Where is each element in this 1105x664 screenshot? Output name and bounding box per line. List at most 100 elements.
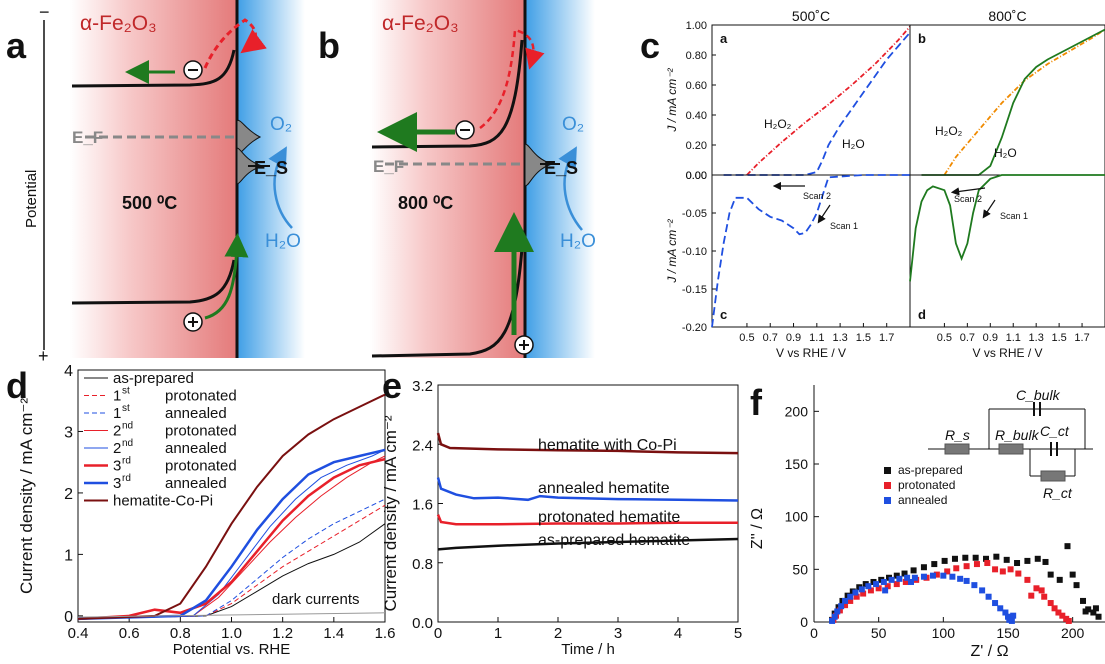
legend-label: annealed xyxy=(898,493,947,507)
y-tick-label: 2.4 xyxy=(412,437,433,454)
data-point-as-prepared xyxy=(1034,555,1041,562)
y-tick-label: 150 xyxy=(785,456,809,472)
cbulk-label: C_bulk xyxy=(1016,387,1061,403)
chart-c-800c-bottom: d 0.5 0.7 0.9 1.1 1.3 1.5 1.7 V vs RHE / V Scan 2… xyxy=(909,174,1105,360)
temp-label-b: 800 ⁰C xyxy=(398,193,453,213)
data-point-annealed xyxy=(882,587,889,594)
conduction-band xyxy=(371,39,524,149)
o2-label-b: O₂ xyxy=(562,114,584,135)
y-tick-label: 200 xyxy=(785,403,809,419)
y-tick-label: -0.05 xyxy=(682,208,707,220)
legend-label: as-prepared xyxy=(898,463,963,477)
es-label-a: E_S xyxy=(254,158,288,178)
data-point-annealed xyxy=(888,576,895,583)
data-point-annealed xyxy=(852,589,859,596)
subplot-label: b xyxy=(918,31,926,46)
legend-ordinal: 2 xyxy=(113,423,121,440)
data-point-annealed xyxy=(985,593,992,600)
legend-marker xyxy=(884,467,891,474)
data-point-protonated xyxy=(847,597,854,604)
series-line-7 xyxy=(77,448,386,621)
x-tick-label: 1.5 xyxy=(1051,332,1066,344)
series-label: protonated hematite xyxy=(538,509,680,526)
legend-ordinal-suffix: st xyxy=(122,386,130,397)
legend-ordinal: 1 xyxy=(113,405,121,422)
data-point-as-prepared xyxy=(1014,560,1021,567)
y-tick-label: 0.8 xyxy=(412,556,433,573)
recombination-arrow xyxy=(479,28,545,130)
data-point-annealed xyxy=(1002,609,1009,616)
data-point-protonated xyxy=(875,585,882,592)
x-tick-label: 0 xyxy=(434,625,442,642)
x-tick-label: 0.5 xyxy=(937,332,952,344)
recombination-arrow xyxy=(203,18,267,69)
material-label-b: α-Fe₂O₃ xyxy=(382,12,459,35)
data-point-protonated xyxy=(992,566,999,573)
panel-letter-d: d xyxy=(6,365,28,406)
x-tick-label: 0.4 xyxy=(68,625,89,642)
panel-letter-a: a xyxy=(6,25,27,66)
y-tick-label: 0.00 xyxy=(686,170,707,182)
data-point-as-prepared xyxy=(1047,571,1054,578)
annotation: Scan 1 xyxy=(1000,211,1028,221)
y-axis-label: J / mA cm⁻² xyxy=(665,67,679,132)
chart-e-stability: 0.0 0.8 1.6 2.4 3.2 0 1 2 3 4 5 Time / h Current den… xyxy=(381,378,742,658)
data-point-annealed xyxy=(997,605,1004,612)
subplot-label: d xyxy=(918,307,926,322)
x-tick-label: 5 xyxy=(734,625,742,642)
x-tick-label: 0.8 xyxy=(170,625,191,642)
data-point-as-prepared xyxy=(1082,608,1089,615)
y-tick-label: 4 xyxy=(64,363,73,380)
series-line-8 xyxy=(77,393,386,620)
x-tick-label: 150 xyxy=(996,625,1020,641)
data-point-annealed xyxy=(896,575,903,582)
x-tick-label: 0.6 xyxy=(119,625,140,642)
y-axis-label: Current density / mA cm⁻² xyxy=(381,415,400,611)
data-point-annealed xyxy=(957,575,964,582)
data-point-annealed xyxy=(992,600,999,607)
series-line-2 xyxy=(723,31,911,176)
data-point-protonated xyxy=(953,565,960,572)
scan-arrow xyxy=(950,187,986,196)
x-tick-label: 0 xyxy=(810,625,818,641)
chart-c-500c-bottom: c -0.20 -0.15 -0.10 -0.05 0.00 0.5 0.7 0.9 1.1 1.3… xyxy=(665,170,911,360)
rct-label: R_ct xyxy=(1043,485,1073,501)
rs-label: R_s xyxy=(945,427,970,443)
x-tick-label: 0.9 xyxy=(786,332,801,344)
series-line-5 xyxy=(77,449,386,620)
data-point-annealed xyxy=(929,572,936,579)
dark-currents-annotation: dark currents xyxy=(272,591,360,608)
legend-label: protonated xyxy=(165,423,237,440)
series-line-3 xyxy=(77,498,386,620)
data-point-annealed xyxy=(829,617,836,624)
rs-resistor xyxy=(944,443,970,455)
data-point-as-prepared xyxy=(1069,571,1076,578)
data-point-protonated xyxy=(853,593,860,600)
x-tick-label: 1.1 xyxy=(809,332,824,344)
potential-axis-label: Potential xyxy=(23,170,40,228)
y-tick-label: -0.15 xyxy=(682,284,707,296)
chart-f-nyquist: 0 50 100 150 200 0 50 100 150 200 Z' / Ω Z'' / Ω as-… xyxy=(749,385,1105,660)
legend-ordinal-suffix: nd xyxy=(122,438,133,449)
rbulk-resistor xyxy=(998,443,1024,455)
data-point-annealed xyxy=(873,581,880,588)
y-tick-label: 3 xyxy=(64,424,73,441)
y-tick-label: -0.10 xyxy=(682,246,707,258)
data-point-annealed xyxy=(847,593,854,600)
series-line-1 xyxy=(943,28,1105,176)
y-tick-label: 1 xyxy=(64,547,73,564)
legend-marker xyxy=(884,482,891,489)
annotation: Scan 2 xyxy=(803,191,831,201)
plot-frame xyxy=(437,384,739,623)
x-tick-label: 1.3 xyxy=(832,332,847,344)
legend-label: annealed xyxy=(165,475,227,492)
axis-plus: + xyxy=(38,346,49,366)
valence-band xyxy=(371,247,524,358)
data-point-as-prepared xyxy=(1090,609,1097,616)
series-line-1 xyxy=(436,432,739,455)
data-point-annealed xyxy=(842,597,849,604)
panel-letter-f: f xyxy=(750,382,763,423)
electrolyte-region xyxy=(525,0,595,358)
data-point-as-prepared xyxy=(1092,605,1099,612)
